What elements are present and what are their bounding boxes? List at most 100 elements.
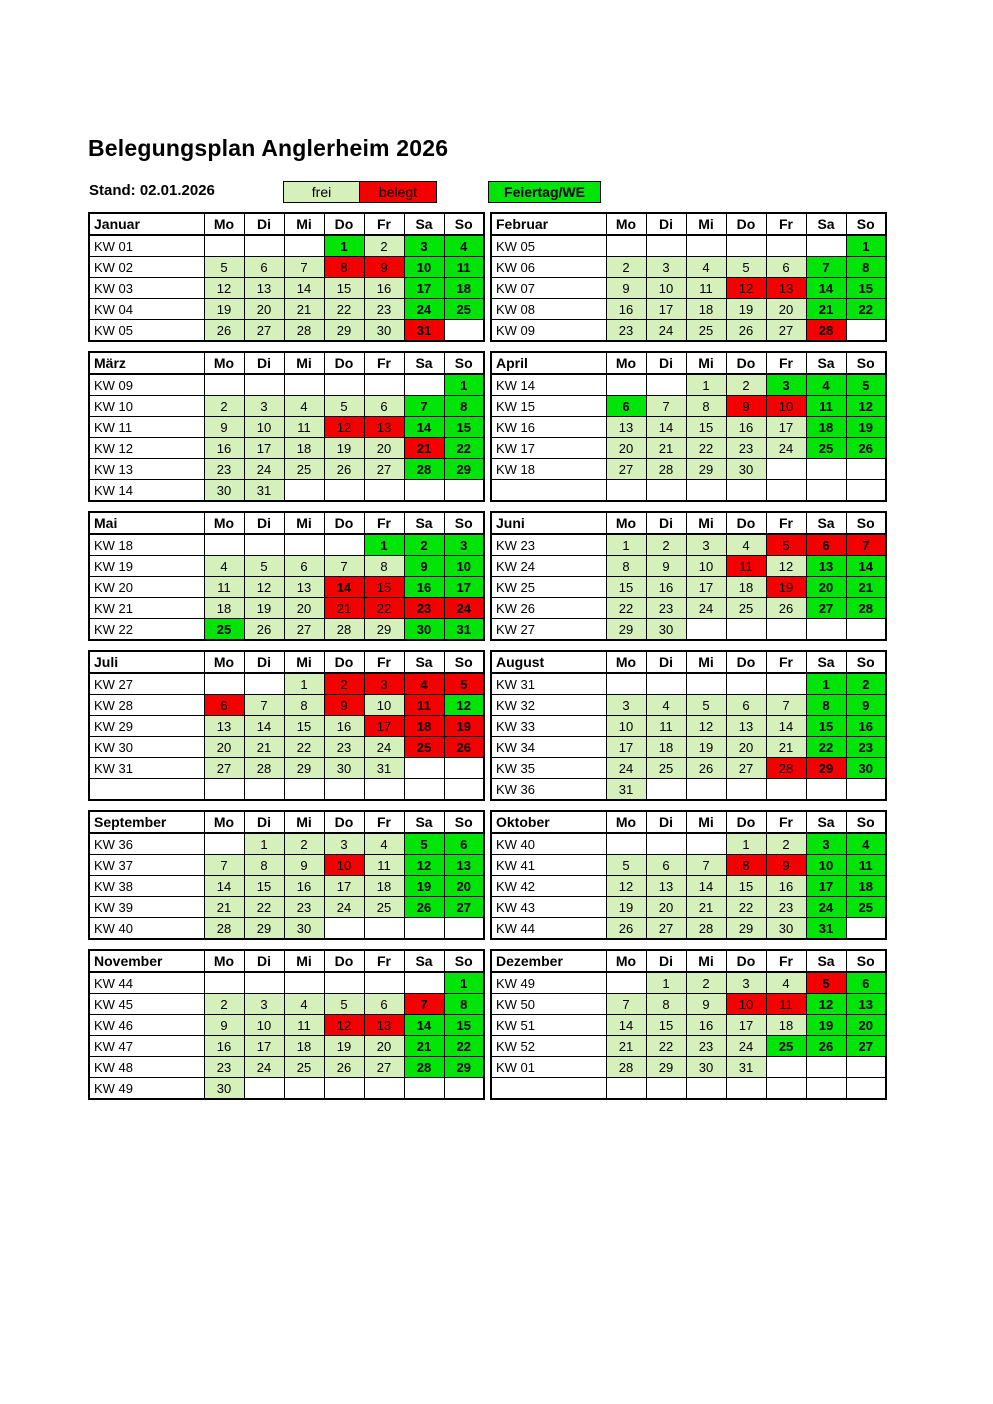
day-cell: 30 bbox=[845, 757, 887, 779]
day-cell: 24 bbox=[685, 597, 727, 619]
day-cell: 10 bbox=[685, 555, 727, 577]
day-cell: 25 bbox=[283, 1056, 325, 1078]
month-name: August bbox=[490, 650, 607, 674]
day-cell: 19 bbox=[765, 576, 807, 598]
day-cell bbox=[403, 778, 445, 801]
day-cell: 12 bbox=[605, 875, 647, 897]
kw-label: KW 09 bbox=[490, 319, 607, 342]
day-cell: 24 bbox=[243, 458, 285, 480]
day-cell bbox=[685, 618, 727, 641]
day-cell: 6 bbox=[765, 256, 807, 278]
day-cell: 8 bbox=[443, 395, 485, 417]
day-header-mi: Mi bbox=[283, 650, 325, 674]
day-header-so: So bbox=[443, 351, 485, 375]
month-name: Mai bbox=[88, 511, 205, 535]
day-cell: 4 bbox=[403, 672, 445, 695]
day-cell: 27 bbox=[725, 757, 767, 779]
day-cell bbox=[203, 373, 245, 396]
day-cell: 22 bbox=[645, 1035, 687, 1057]
week-row: KW 22 25 26 27 28 29 30 31 bbox=[88, 618, 485, 641]
kw-label: KW 06 bbox=[490, 256, 607, 278]
day-cell: 15 bbox=[443, 1014, 485, 1036]
day-cell bbox=[243, 234, 285, 257]
day-header-sa: Sa bbox=[403, 511, 445, 535]
week-row: KW 27 1 2 3 4 5 bbox=[88, 672, 485, 695]
week-row: KW 21 18 19 20 21 22 23 24 bbox=[88, 597, 485, 619]
day-cell: 3 bbox=[323, 832, 365, 855]
day-cell: 22 bbox=[605, 597, 647, 619]
week-row: KW 33 10 11 12 13 14 15 16 bbox=[490, 715, 887, 737]
kw-label: KW 44 bbox=[490, 917, 607, 940]
day-cell: 23 bbox=[845, 736, 887, 758]
day-header-mo: Mo bbox=[605, 351, 647, 375]
day-cell bbox=[805, 234, 847, 257]
day-cell: 6 bbox=[725, 694, 767, 716]
day-cell: 20 bbox=[805, 576, 847, 598]
day-cell: 10 bbox=[805, 854, 847, 876]
day-cell: 25 bbox=[645, 757, 687, 779]
kw-label: KW 37 bbox=[88, 854, 205, 876]
day-cell: 1 bbox=[363, 533, 405, 556]
day-cell: 4 bbox=[363, 832, 405, 855]
day-cell bbox=[443, 1077, 485, 1100]
kw-label bbox=[490, 1077, 607, 1100]
day-cell: 16 bbox=[685, 1014, 727, 1036]
day-cell: 8 bbox=[645, 993, 687, 1015]
legend-booked-swatch: belegt bbox=[359, 181, 437, 203]
day-cell: 19 bbox=[323, 1035, 365, 1057]
day-cell: 10 bbox=[725, 993, 767, 1015]
day-cell: 15 bbox=[685, 416, 727, 438]
day-cell bbox=[323, 971, 365, 994]
day-cell: 25 bbox=[685, 319, 727, 342]
day-cell: 7 bbox=[283, 256, 325, 278]
day-cell: 27 bbox=[283, 618, 325, 641]
day-cell: 18 bbox=[443, 277, 485, 299]
kw-label: KW 22 bbox=[88, 618, 205, 641]
day-cell: 11 bbox=[765, 993, 807, 1015]
week-row: KW 30 20 21 22 23 24 25 26 bbox=[88, 736, 485, 758]
week-row: KW 45 2 3 4 5 6 7 8 bbox=[88, 993, 485, 1015]
day-cell: 20 bbox=[605, 437, 647, 459]
month-name: Januar bbox=[88, 212, 205, 236]
day-cell: 6 bbox=[363, 993, 405, 1015]
day-cell: 16 bbox=[645, 576, 687, 598]
day-header-sa: Sa bbox=[805, 810, 847, 834]
day-cell: 19 bbox=[845, 416, 887, 438]
day-cell: 3 bbox=[363, 672, 405, 695]
day-cell: 7 bbox=[243, 694, 285, 716]
day-cell: 21 bbox=[403, 1035, 445, 1057]
day-cell bbox=[765, 1056, 807, 1078]
kw-label: KW 52 bbox=[490, 1035, 607, 1057]
day-cell bbox=[283, 479, 325, 502]
day-header-di: Di bbox=[243, 650, 285, 674]
day-cell: 18 bbox=[685, 298, 727, 320]
day-cell bbox=[605, 479, 647, 502]
day-cell bbox=[243, 672, 285, 695]
week-row: KW 29 13 14 15 16 17 18 19 bbox=[88, 715, 485, 737]
day-cell: 22 bbox=[323, 298, 365, 320]
day-cell bbox=[403, 479, 445, 502]
day-cell: 12 bbox=[805, 993, 847, 1015]
day-header-mi: Mi bbox=[685, 212, 727, 236]
day-cell: 30 bbox=[725, 458, 767, 480]
day-cell bbox=[323, 373, 365, 396]
day-cell: 19 bbox=[685, 736, 727, 758]
day-cell: 31 bbox=[725, 1056, 767, 1078]
month-table-februar: Februar Mo Di Mi Do Fr Sa So KW 05 1 KW 06 2 3 4 5 6 7 8 K… bbox=[490, 212, 887, 342]
day-cell: 2 bbox=[685, 971, 727, 994]
day-cell: 24 bbox=[323, 896, 365, 918]
day-cell bbox=[403, 757, 445, 779]
day-cell: 12 bbox=[765, 555, 807, 577]
day-cell: 23 bbox=[725, 437, 767, 459]
kw-label: KW 05 bbox=[88, 319, 205, 342]
day-cell bbox=[845, 1077, 887, 1100]
day-cell: 18 bbox=[283, 437, 325, 459]
day-cell: 23 bbox=[403, 597, 445, 619]
day-header-so: So bbox=[845, 650, 887, 674]
day-cell bbox=[363, 778, 405, 801]
day-cell: 20 bbox=[363, 1035, 405, 1057]
day-cell: 17 bbox=[323, 875, 365, 897]
day-cell bbox=[243, 533, 285, 556]
week-row: KW 17 20 21 22 23 24 25 26 bbox=[490, 437, 887, 459]
day-cell: 24 bbox=[725, 1035, 767, 1057]
